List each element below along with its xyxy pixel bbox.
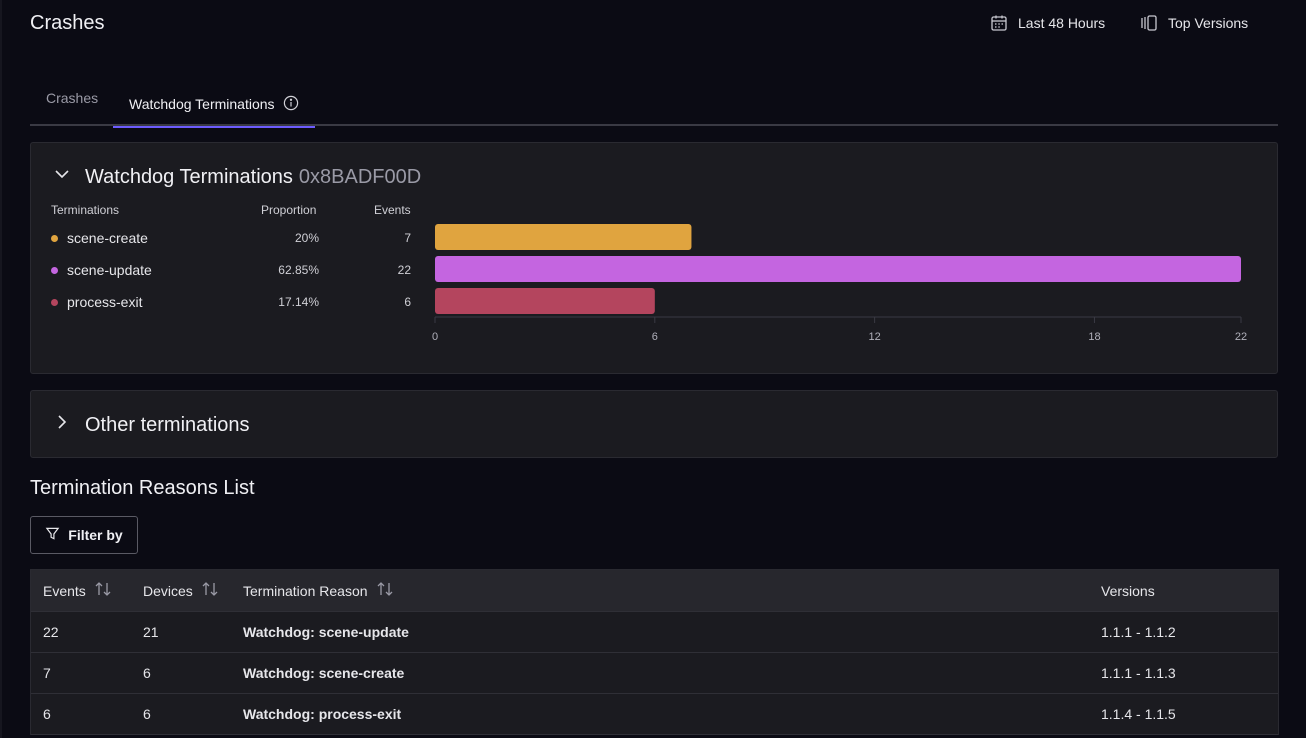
legend-dot: [51, 266, 58, 274]
bar-scene-create[interactable]: [435, 224, 692, 250]
bar-process-exit[interactable]: [435, 288, 655, 314]
x-tick-label: 22: [1235, 331, 1247, 343]
time-range-label: Last 48 Hours: [1018, 15, 1106, 31]
left-edge-divider: [0, 0, 2, 738]
legend-dot: [51, 234, 58, 242]
column-header-events[interactable]: Events: [31, 581, 131, 600]
tab-bar: Crashes Watchdog Terminations: [30, 82, 1278, 128]
filter-by-label: Filter by: [68, 527, 123, 543]
cell-events: 7: [43, 665, 51, 681]
versions-label: Top Versions: [1168, 15, 1249, 31]
versions-icon: [1140, 14, 1158, 32]
versions-selector[interactable]: Top Versions: [1140, 14, 1248, 32]
cell-events: 22: [43, 624, 59, 640]
column-header-devices-label: Devices: [143, 582, 193, 599]
proportion-value: 62.85%: [278, 263, 319, 277]
x-tick-label: 0: [432, 331, 438, 343]
events-value: 7: [404, 231, 411, 245]
legend-label: scene-create: [67, 230, 148, 246]
cell-devices: 6: [143, 665, 151, 681]
cell-events: 6: [43, 706, 51, 722]
sort-icon[interactable]: [376, 581, 394, 600]
filter-by-button[interactable]: Filter by: [30, 516, 138, 554]
tab-watchdog-label: Watchdog Terminations: [129, 96, 275, 112]
col-header-events: Events: [374, 203, 411, 217]
watchdog-panel-header[interactable]: Watchdog Terminations 0x8BADF00D: [53, 165, 421, 189]
termination-reasons-title: Termination Reasons List: [30, 477, 255, 499]
legend-dot: [51, 298, 58, 306]
watchdog-terminations-panel: 0 6 12 18 22 Watchdog Terminations 0x8BADF00…: [30, 142, 1278, 374]
tab-watchdog-terminations[interactable]: Watchdog Terminations: [113, 82, 315, 128]
col-header-proportion: Proportion: [261, 203, 317, 217]
sort-icon[interactable]: [201, 581, 219, 600]
cell-versions: 1.1.1 - 1.1.2: [1101, 624, 1176, 640]
proportion-value: 20%: [294, 231, 319, 245]
other-panel-title: Other terminations: [85, 413, 250, 436]
events-value: 22: [397, 263, 411, 277]
events-value: 6: [404, 295, 411, 309]
column-header-events-label: Events: [43, 582, 86, 599]
page-title: Crashes: [30, 12, 105, 34]
column-header-termination-reason[interactable]: Termination Reason: [231, 581, 1089, 600]
active-tab-indicator: [113, 126, 315, 128]
cell-reason[interactable]: Watchdog: process-exit: [243, 706, 402, 722]
legend-label: process-exit: [67, 294, 143, 310]
calendar-icon: [990, 14, 1008, 32]
filter-icon: [45, 526, 60, 544]
time-range-selector[interactable]: Last 48 Hours: [990, 14, 1105, 32]
table-row[interactable]: 6 6 Watchdog: process-exit 1.1.4 - 1.1.5: [31, 694, 1278, 735]
other-terminations-panel: Other terminations: [30, 390, 1278, 458]
bar-scene-update[interactable]: [435, 256, 1241, 282]
cell-devices: 21: [143, 624, 159, 640]
cell-versions: 1.1.1 - 1.1.3: [1101, 665, 1176, 681]
watchdog-panel-title: Watchdog Terminations: [85, 165, 293, 188]
col-header-terminations: Terminations: [51, 203, 120, 217]
legend-label: scene-update: [67, 262, 152, 278]
proportion-value: 17.14%: [278, 295, 319, 309]
table-row[interactable]: 22 21 Watchdog: scene-update 1.1.1 - 1.1…: [31, 612, 1278, 653]
legend-item-scene-update: scene-update: [51, 262, 152, 278]
legend-item-process-exit: process-exit: [51, 294, 142, 310]
chevron-down-icon[interactable]: [53, 165, 71, 189]
sort-icon[interactable]: [94, 581, 112, 600]
x-tick-label: 18: [1088, 331, 1100, 343]
tab-crashes[interactable]: Crashes: [46, 76, 98, 120]
cell-versions: 1.1.4 - 1.1.5: [1101, 706, 1176, 722]
cell-reason[interactable]: Watchdog: scene-create: [243, 665, 405, 681]
termination-reasons-table: Events Devices Terminati: [30, 569, 1279, 735]
table-header: Events Devices Terminati: [31, 570, 1278, 612]
tab-crashes-label: Crashes: [46, 90, 99, 106]
column-header-devices[interactable]: Devices: [131, 581, 231, 600]
other-panel-header[interactable]: Other terminations: [53, 413, 250, 437]
x-tick-label: 12: [869, 331, 881, 343]
legend-item-scene-create: scene-create: [51, 230, 148, 246]
info-icon[interactable]: [283, 95, 299, 114]
table-row[interactable]: 7 6 Watchdog: scene-create 1.1.1 - 1.1.3: [31, 653, 1278, 694]
column-header-reason-label: Termination Reason: [243, 582, 368, 599]
termination-chart: 0 6 12 18 22: [31, 143, 1279, 375]
termination-bar-chart: 0 6 12 18 22: [432, 224, 1247, 343]
chevron-right-icon[interactable]: [53, 413, 71, 437]
x-tick-label: 6: [652, 331, 658, 343]
cell-devices: 6: [143, 706, 151, 722]
cell-reason[interactable]: Watchdog: scene-update: [243, 624, 409, 640]
column-header-versions: Versions: [1101, 582, 1155, 599]
watchdog-exception-code: 0x8BADF00D: [298, 165, 422, 188]
